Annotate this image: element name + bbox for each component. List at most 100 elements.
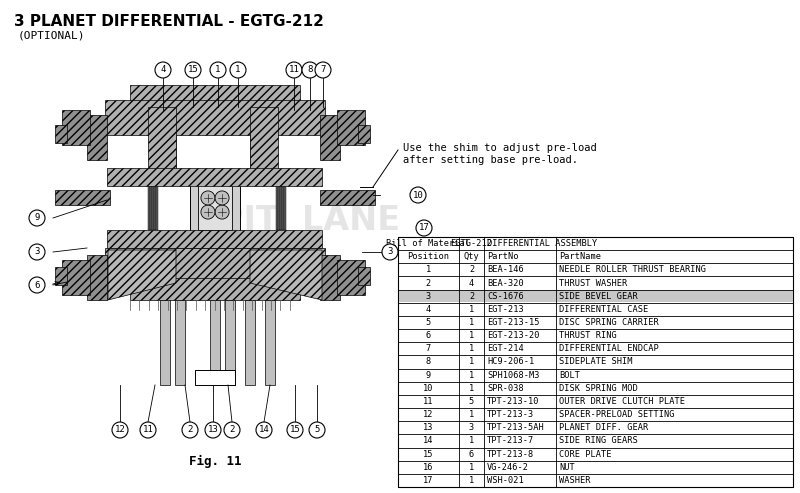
Text: 1: 1 (469, 463, 474, 472)
Text: WASHER: WASHER (559, 476, 590, 485)
Bar (105, 100, 325, 135)
Text: SIDE RING GEARS: SIDE RING GEARS (559, 436, 638, 446)
Circle shape (182, 422, 198, 438)
Text: 10: 10 (413, 190, 423, 200)
Bar (55, 190, 110, 205)
Text: 4: 4 (426, 305, 431, 314)
Text: 1: 1 (426, 265, 431, 275)
Text: EGTG-212: EGTG-212 (450, 239, 493, 248)
Text: Fig. 11: Fig. 11 (189, 455, 242, 468)
Text: Position: Position (407, 252, 450, 261)
Text: PLANET DIFF. GEAR: PLANET DIFF. GEAR (559, 423, 648, 432)
Text: 2: 2 (469, 292, 474, 301)
Text: after setting base pre-load.: after setting base pre-load. (403, 155, 578, 165)
Text: 8: 8 (307, 66, 313, 74)
Text: TPT-213-3: TPT-213-3 (487, 410, 534, 419)
Text: 7: 7 (426, 344, 431, 353)
Circle shape (224, 422, 240, 438)
Bar (320, 190, 375, 205)
Circle shape (29, 244, 45, 260)
Polygon shape (108, 250, 176, 300)
Bar (148, 172, 150, 230)
Bar (320, 115, 340, 160)
Bar (284, 172, 286, 230)
Text: CORE PLATE: CORE PLATE (559, 450, 611, 458)
Text: SP: SP (275, 246, 315, 274)
Text: NUT: NUT (559, 463, 574, 472)
Text: 15: 15 (188, 66, 198, 74)
Bar (337, 260, 365, 295)
Text: 15: 15 (423, 450, 434, 458)
Circle shape (286, 62, 302, 78)
Text: PartName: PartName (559, 252, 601, 261)
Bar (130, 278, 300, 300)
Text: Use the shim to adjust pre-load: Use the shim to adjust pre-load (403, 143, 597, 153)
Text: 12: 12 (114, 425, 126, 434)
Circle shape (302, 62, 318, 78)
Bar (107, 168, 322, 186)
Bar (148, 107, 176, 172)
Text: BEA-146: BEA-146 (487, 265, 524, 275)
Text: 5: 5 (314, 425, 320, 434)
Circle shape (256, 422, 272, 438)
Circle shape (416, 220, 432, 236)
Bar (176, 107, 250, 172)
Text: 4: 4 (160, 66, 166, 74)
Bar (190, 175, 240, 235)
Text: SPH1068-M3: SPH1068-M3 (487, 371, 539, 380)
Bar (278, 172, 280, 230)
Bar (280, 172, 282, 230)
Text: 1: 1 (469, 305, 474, 314)
Bar (245, 300, 255, 385)
Text: EGT-213: EGT-213 (487, 305, 524, 314)
Text: 4: 4 (469, 279, 474, 287)
Text: 1: 1 (469, 344, 474, 353)
Text: 11: 11 (289, 66, 299, 74)
Text: 1: 1 (469, 357, 474, 366)
Text: 2: 2 (230, 425, 234, 434)
Bar (62, 260, 90, 295)
Text: 17: 17 (418, 223, 430, 233)
Bar (105, 248, 325, 283)
Bar (175, 300, 185, 385)
Text: Qty: Qty (464, 252, 479, 261)
Text: SIDE BEVEL GEAR: SIDE BEVEL GEAR (559, 292, 638, 301)
Text: 3: 3 (469, 423, 474, 432)
Text: SPACER-PRELOAD SETTING: SPACER-PRELOAD SETTING (559, 410, 674, 419)
Text: 9: 9 (426, 371, 431, 380)
Text: EGT-213-15: EGT-213-15 (487, 318, 539, 327)
Text: 5: 5 (469, 397, 474, 406)
Bar (62, 110, 90, 145)
Circle shape (210, 62, 226, 78)
Circle shape (215, 205, 229, 219)
Text: 11: 11 (423, 397, 434, 406)
Text: 6: 6 (469, 450, 474, 458)
Text: 2: 2 (426, 279, 431, 287)
Bar (130, 85, 300, 107)
Text: BOLT: BOLT (559, 371, 580, 380)
Text: BEA-320: BEA-320 (487, 279, 524, 287)
Text: 1: 1 (469, 476, 474, 485)
Bar (358, 125, 370, 143)
Text: 17: 17 (423, 476, 434, 485)
Circle shape (201, 191, 215, 205)
Bar (276, 172, 278, 230)
Text: 1: 1 (235, 66, 241, 74)
Bar (87, 255, 107, 300)
Text: 3: 3 (34, 247, 40, 256)
Bar (195, 370, 235, 385)
Circle shape (410, 187, 426, 203)
Text: 12: 12 (423, 410, 434, 419)
Bar (87, 115, 107, 160)
Text: THRUST WASHER: THRUST WASHER (559, 279, 627, 287)
Bar (337, 110, 365, 145)
Bar (154, 172, 156, 230)
Bar (156, 172, 158, 230)
Circle shape (382, 244, 398, 260)
Circle shape (155, 62, 171, 78)
Text: 3 PLANET DIFFERENTIAL - EGTG-212: 3 PLANET DIFFERENTIAL - EGTG-212 (14, 14, 324, 29)
Bar (55, 267, 67, 285)
Text: 9: 9 (34, 213, 40, 222)
Text: 8: 8 (426, 357, 431, 366)
Bar (150, 172, 152, 230)
